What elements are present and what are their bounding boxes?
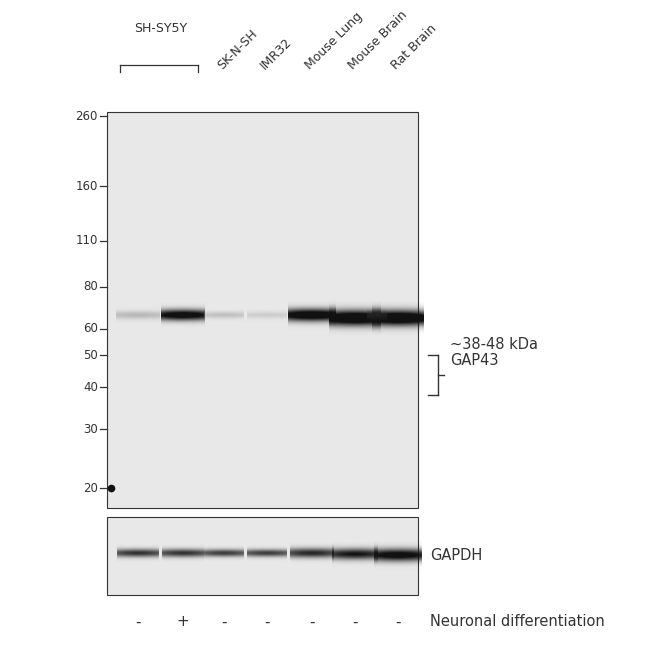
Text: Mouse Brain: Mouse Brain bbox=[346, 8, 410, 72]
Text: 60: 60 bbox=[83, 322, 98, 335]
Text: IMR32: IMR32 bbox=[258, 35, 294, 72]
Text: +: + bbox=[177, 615, 189, 629]
Text: -: - bbox=[135, 615, 141, 629]
Text: 50: 50 bbox=[83, 348, 98, 362]
Text: -: - bbox=[395, 615, 401, 629]
Text: 30: 30 bbox=[83, 422, 98, 436]
Text: -: - bbox=[265, 615, 270, 629]
Text: 160: 160 bbox=[75, 180, 98, 193]
Text: Neuronal differentiation: Neuronal differentiation bbox=[430, 615, 604, 629]
Text: 40: 40 bbox=[83, 381, 98, 394]
Text: SH-SY5Y: SH-SY5Y bbox=[134, 22, 187, 35]
Text: 20: 20 bbox=[83, 481, 98, 494]
Text: Mouse Lung: Mouse Lung bbox=[303, 10, 365, 72]
Text: 260: 260 bbox=[75, 110, 98, 122]
Text: GAPDH: GAPDH bbox=[430, 549, 482, 563]
Text: ~38-48 kDa: ~38-48 kDa bbox=[450, 337, 538, 352]
Text: -: - bbox=[309, 615, 315, 629]
Text: GAP43: GAP43 bbox=[450, 353, 499, 368]
Text: 110: 110 bbox=[75, 234, 98, 247]
Text: SK-N-SH: SK-N-SH bbox=[214, 27, 260, 72]
Bar bbox=[107, 112, 418, 508]
Text: 80: 80 bbox=[83, 280, 98, 293]
Text: -: - bbox=[221, 615, 227, 629]
Bar bbox=[107, 517, 418, 595]
Text: Rat Brain: Rat Brain bbox=[389, 22, 439, 72]
Text: -: - bbox=[352, 615, 358, 629]
